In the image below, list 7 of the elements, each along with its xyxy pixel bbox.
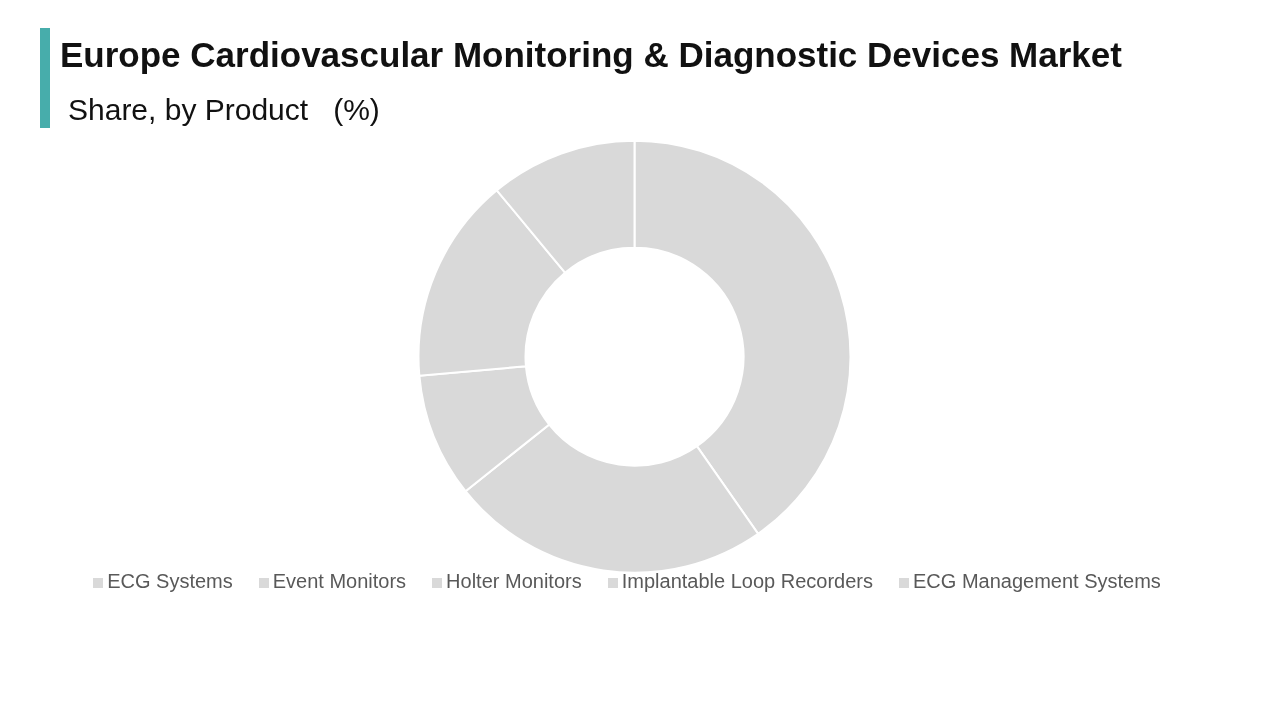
legend-label: ECG Systems [107,570,233,592]
chart-title: Europe Cardiovascular Monitoring & Diagnostic Devices Market [60,35,1122,75]
legend-label: ECG Management Systems [912,570,1161,592]
legend-label: Holter Monitors [446,570,582,592]
chart-subtitle: Share, by Product (%) [68,93,380,126]
legend-label: Event Monitors [272,570,407,592]
legend-label: Implantable Loop Recorders [621,570,873,592]
